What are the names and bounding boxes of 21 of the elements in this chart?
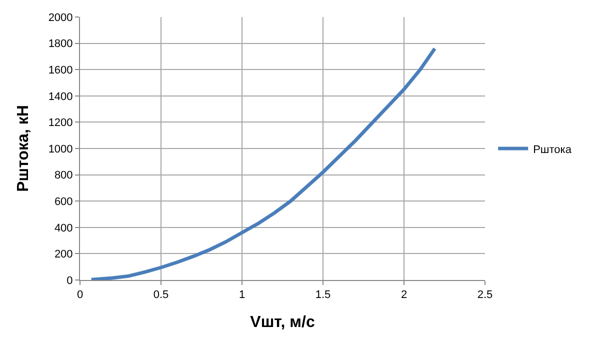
y-tick-label: 0 (66, 274, 73, 287)
x-axis-title: Vшт, м/с (250, 314, 315, 331)
y-tick-label: 1400 (48, 90, 73, 103)
line-series (90, 46, 437, 280)
y-tick-label: 1600 (48, 64, 73, 76)
legend-label: Pштока (533, 144, 572, 156)
x-tick-label: 2 (400, 289, 408, 302)
x-tick-label: 0.5 (153, 289, 169, 302)
y-tick-label: 1000 (48, 143, 73, 156)
y-tick-label: 1800 (48, 38, 73, 50)
y-tick-label: 800 (54, 170, 73, 182)
y-tick-label: 600 (54, 196, 73, 208)
x-tick-label: 2.5 (477, 289, 493, 302)
y-tick-label: 2000 (48, 12, 73, 24)
y-tick-label: 400 (54, 222, 73, 234)
x-tick-label: 1.5 (315, 289, 331, 302)
x-tick-label: 0 (76, 289, 84, 302)
y-tick-label: 200 (54, 248, 73, 261)
y-axis-title: Pштока, кН (15, 105, 32, 192)
x-tick-label: 1 (238, 289, 246, 302)
y-tick-label: 1200 (48, 117, 73, 130)
